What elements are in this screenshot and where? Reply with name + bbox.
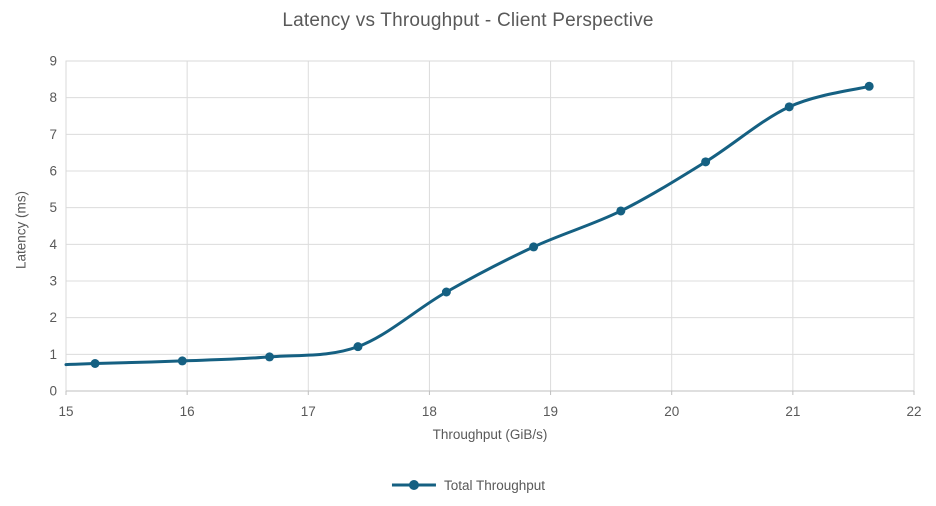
- data-point-marker: [864, 81, 874, 91]
- legend-line-marker-icon: [391, 480, 436, 490]
- y-tick-label: 7: [49, 127, 57, 142]
- data-point-marker: [353, 342, 363, 352]
- data-point-marker: [701, 157, 711, 167]
- data-point-marker: [265, 352, 275, 362]
- series-line: [64, 84, 871, 367]
- x-tick-label: 15: [58, 404, 73, 419]
- y-tick-label: 8: [49, 90, 57, 105]
- data-point-marker: [177, 356, 187, 366]
- x-tick-label: 21: [785, 404, 800, 419]
- y-tick-label: 5: [49, 200, 57, 215]
- x-tick-label: 17: [301, 404, 316, 419]
- legend: Total Throughput: [391, 477, 545, 493]
- y-tick-label: 2: [49, 310, 57, 325]
- y-tick-label: 6: [49, 164, 57, 179]
- y-tick-label: 9: [49, 54, 57, 69]
- data-point-marker: [529, 242, 539, 252]
- x-tick-label: 20: [664, 404, 679, 419]
- data-point-marker: [441, 287, 451, 297]
- legend-label: Total Throughput: [443, 477, 546, 493]
- y-tick-label: 0: [49, 384, 57, 399]
- chart-title: Latency vs Throughput - Client Perspecti…: [282, 10, 654, 31]
- x-tick-label: 19: [543, 404, 558, 419]
- data-point-marker: [90, 359, 100, 368]
- y-tick-label: 1: [49, 347, 57, 362]
- data-point-marker: [616, 206, 626, 216]
- x-axis-title: Throughput (GiB/s): [432, 427, 548, 442]
- x-tick-label: 16: [180, 404, 195, 419]
- y-tick-label: 4: [49, 237, 57, 252]
- x-tick-label: 22: [906, 404, 921, 419]
- x-tick-label: 18: [422, 404, 437, 419]
- y-tick-label: 3: [49, 274, 57, 289]
- data-point-marker: [784, 102, 794, 112]
